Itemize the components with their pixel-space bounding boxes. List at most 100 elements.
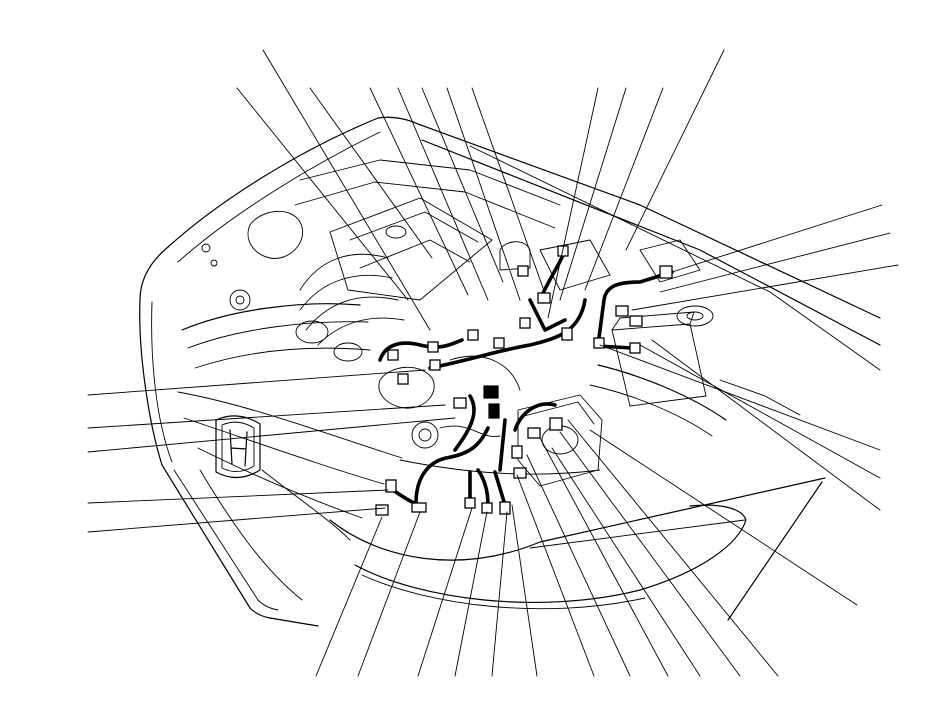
callout-leader-line — [639, 344, 881, 479]
left-bumper-inner-corner — [173, 469, 279, 611]
callout-leader-line — [421, 87, 504, 283]
hood-opening-inner-edge — [177, 131, 381, 263]
callout-leader-line — [651, 339, 881, 511]
right-headlight-lower — [589, 384, 713, 437]
radiator-upper-hose — [439, 425, 501, 437]
connector — [593, 337, 605, 349]
connector — [429, 359, 441, 371]
callout-leader-line — [559, 431, 741, 677]
connector — [659, 265, 673, 279]
connector — [493, 337, 505, 349]
radiator-cap-inner — [418, 428, 432, 442]
cylinder-head-cover-rib — [359, 239, 471, 269]
wire-harness-segment — [528, 298, 567, 332]
hood-opening-edge — [167, 117, 379, 248]
connector — [453, 397, 467, 409]
wire-harness-segment — [493, 470, 507, 507]
fender-bolt — [201, 243, 211, 253]
callout-leader-line — [551, 447, 701, 677]
right-strut-mount-inner — [686, 311, 704, 321]
intake-port — [295, 320, 329, 344]
wire-harness-segment — [596, 270, 674, 347]
callout-leader-line — [516, 474, 595, 677]
callout-leader-line — [87, 404, 446, 429]
callout-leader-line — [87, 417, 456, 453]
grille-frame — [199, 469, 303, 601]
connector — [499, 501, 511, 515]
right-strut-mount — [676, 305, 714, 327]
right-fender-apron-line — [469, 145, 881, 371]
right-fender-inner-edge — [421, 139, 881, 346]
right-headlight-upper — [597, 364, 727, 421]
grille-frame — [261, 469, 351, 541]
throttle-body — [378, 366, 435, 409]
callout-leader-line — [599, 344, 881, 451]
brake-fluid-reservoir — [499, 241, 531, 271]
connector — [527, 427, 541, 439]
grille-slat — [197, 447, 363, 519]
cowl-panel — [299, 159, 561, 206]
callout-leader-line — [357, 511, 421, 677]
right-fender-top-edge — [417, 123, 881, 319]
radiator-support — [399, 459, 601, 475]
air-cleaner-lid — [523, 401, 595, 425]
left-strut-mount — [229, 289, 251, 311]
left-bumper-corner — [161, 464, 319, 627]
right-fender-front — [719, 379, 801, 416]
callout-leader-line — [454, 511, 488, 677]
exhaust-manifold — [449, 355, 521, 391]
brake-booster — [247, 210, 304, 259]
wire-harness-segment — [428, 298, 587, 370]
emblem-outer-ring — [215, 415, 261, 479]
fuse-relay-box — [539, 239, 611, 291]
air-cleaner-box — [517, 394, 603, 487]
callout-leader-line — [87, 369, 426, 396]
callout-leader-line — [589, 429, 858, 606]
connector — [481, 502, 493, 514]
left-fender-edge — [139, 246, 169, 466]
left-headlight-lens — [194, 347, 371, 369]
connector — [385, 479, 397, 493]
callout-leader-line — [625, 49, 725, 251]
callout-leader-line — [631, 264, 899, 311]
callout-leader-line — [309, 87, 433, 259]
wire-harness-segment — [378, 338, 464, 362]
connector — [411, 502, 427, 513]
fender-bolt — [210, 259, 218, 267]
front-bumper-top-edge — [329, 477, 826, 561]
front-lip-inner — [361, 574, 646, 610]
callout-leader-line — [526, 454, 631, 677]
battery-top — [611, 311, 695, 331]
grille-slat — [183, 417, 385, 485]
wire-harness-segment — [498, 418, 507, 472]
callout-leader-line — [511, 504, 538, 677]
connector — [483, 385, 499, 399]
callout-leader-line — [671, 204, 883, 273]
wire-harness-segment — [513, 402, 557, 432]
callout-leader-line — [369, 87, 469, 296]
callout-leader-line — [87, 507, 386, 533]
left-strut-mount-bolt — [235, 295, 245, 305]
intake-runner — [299, 253, 389, 291]
connector — [397, 373, 409, 385]
connector — [549, 417, 563, 431]
oil-filler-cap — [385, 225, 407, 239]
connector — [511, 445, 523, 459]
vehicle-body-outline — [139, 116, 881, 627]
callout-leader-line — [417, 507, 473, 677]
connector — [464, 497, 476, 509]
callout-leader-line — [539, 437, 669, 677]
connector — [517, 265, 529, 277]
emblem-inner-ring — [221, 421, 255, 472]
callout-leader-line — [397, 87, 489, 301]
connector — [488, 403, 500, 419]
intake-runner — [305, 296, 399, 331]
wire-harness-segment — [453, 394, 476, 452]
left-headlight-upper — [181, 303, 361, 331]
intake-runner — [299, 274, 393, 311]
intake-port — [333, 342, 363, 362]
connector — [629, 342, 641, 354]
callout-leader-line — [547, 87, 599, 319]
wire-harness — [378, 248, 674, 507]
cylinder-head-cover-rib — [349, 211, 479, 243]
